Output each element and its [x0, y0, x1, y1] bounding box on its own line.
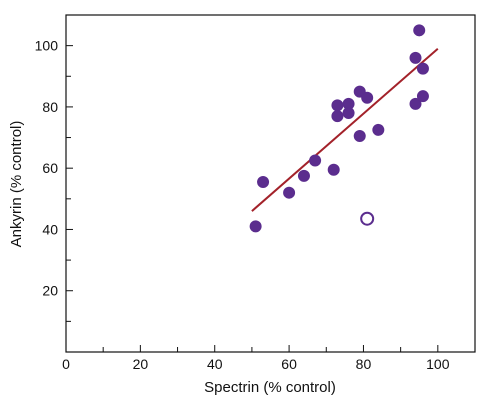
data-point	[331, 110, 344, 123]
data-point	[257, 175, 270, 188]
data-point	[353, 130, 366, 143]
y-tick-label: 100	[35, 38, 59, 54]
y-tick-label: 40	[42, 221, 58, 237]
data-point	[413, 24, 426, 37]
data-point	[409, 97, 422, 110]
axis-ticks	[65, 45, 439, 352]
x-tick-label: 40	[207, 356, 223, 372]
y-tick-label: 80	[42, 99, 58, 115]
data-points	[249, 24, 429, 233]
data-point	[372, 123, 385, 136]
trend-line	[251, 47, 439, 212]
data-point	[327, 163, 340, 176]
data-point	[331, 99, 344, 112]
x-tick-label: 100	[426, 356, 450, 372]
data-point	[416, 90, 429, 103]
y-tick-label: 60	[42, 160, 58, 176]
x-tick-label: 80	[356, 356, 372, 372]
x-tick-label: 0	[62, 356, 70, 372]
data-point	[309, 154, 322, 167]
data-point	[342, 107, 355, 120]
y-tick-label: 20	[42, 283, 58, 299]
data-point	[361, 91, 374, 104]
data-point	[409, 51, 422, 64]
axis-tick-labels: 0 20 40 60 80 100 20 40 60 80 100	[35, 38, 450, 372]
x-tick-label: 60	[281, 356, 297, 372]
y-axis-label: Ankyrin (% control)	[8, 121, 25, 248]
data-point-open	[360, 211, 375, 226]
data-point	[249, 220, 262, 233]
data-point	[283, 186, 296, 199]
x-tick-label: 20	[133, 356, 149, 372]
plot-frame	[65, 14, 476, 353]
data-point	[416, 62, 429, 75]
x-axis-label: Spectrin (% control)	[204, 379, 336, 396]
data-point	[297, 169, 310, 182]
